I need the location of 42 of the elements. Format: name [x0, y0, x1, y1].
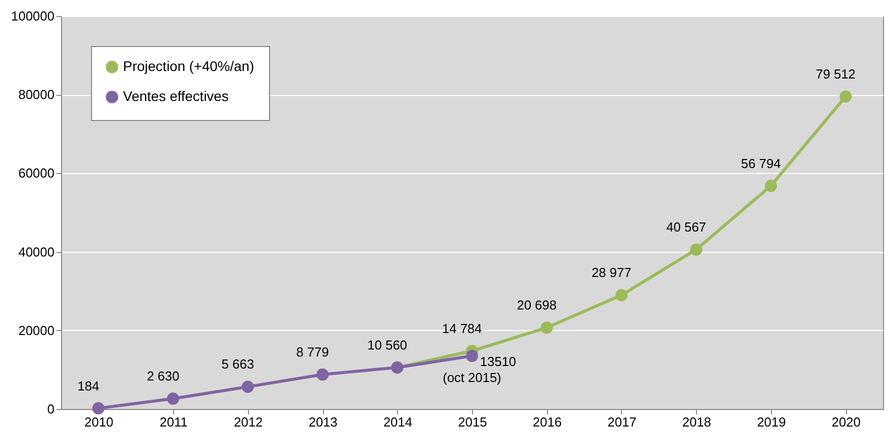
- data-label: 56 794: [741, 156, 781, 171]
- point: [466, 350, 478, 362]
- x-tick-label: 2013: [308, 414, 338, 430]
- legend-label: Projection (+40%/an): [123, 58, 254, 74]
- data-label: 20 698: [516, 298, 557, 313]
- data-label: 79 512: [816, 66, 856, 82]
- x-tick-label: 2011: [160, 414, 188, 430]
- point: [615, 289, 628, 302]
- data-label: 8 779: [296, 344, 329, 360]
- point: [764, 180, 778, 192]
- data-label: 13510: [480, 354, 516, 369]
- point: [92, 402, 104, 414]
- data-label: 28 977: [592, 265, 632, 280]
- data-label: 14 784: [442, 320, 482, 336]
- point: [540, 322, 553, 334]
- y-tick-label: 60000: [18, 166, 54, 181]
- x-tick-label: 2010: [84, 414, 114, 430]
- x-tick-label: 2020: [832, 414, 861, 430]
- data-label: 184: [78, 378, 100, 394]
- x-tick-label: 2014: [383, 414, 412, 430]
- data-label: 10 560: [367, 338, 408, 352]
- x-tick-label: 2019: [756, 414, 786, 430]
- data-label: 2 630: [146, 368, 180, 384]
- data-label: 5 663: [222, 356, 254, 372]
- annotation: (oct 2015): [442, 370, 502, 385]
- point: [316, 368, 329, 381]
- x-tick-label: 2018: [682, 414, 712, 430]
- y-tick-label: 20000: [18, 322, 54, 338]
- x-tick-label: 2012: [234, 414, 263, 430]
- point: [840, 90, 852, 103]
- point: [166, 392, 180, 405]
- point: [690, 243, 702, 256]
- y-tick-label: 0: [47, 402, 54, 416]
- y-tick-label: 80000: [18, 87, 54, 102]
- point: [242, 380, 254, 393]
- data-label: 40 567: [666, 220, 706, 235]
- y-tick-label: 40000: [18, 244, 54, 260]
- x-tick-label: 2015: [458, 414, 487, 430]
- x-tick-label: 2017: [607, 414, 636, 430]
- legend-label: Ventes effectives: [123, 88, 229, 104]
- y-tick-label: 100000: [11, 8, 54, 24]
- x-tick-label: 2016: [532, 414, 562, 430]
